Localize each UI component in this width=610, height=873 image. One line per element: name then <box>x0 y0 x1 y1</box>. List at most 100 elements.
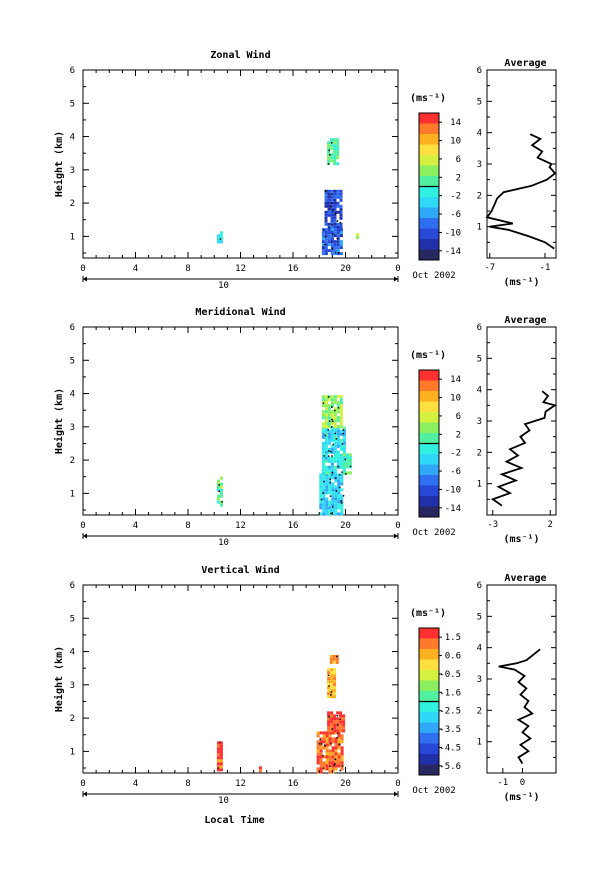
data-cell <box>339 447 343 451</box>
data-cell <box>325 761 329 765</box>
data-region <box>216 476 223 507</box>
data-cell <box>324 398 328 402</box>
data-cell <box>319 737 323 741</box>
colorbar-swatch <box>419 176 439 187</box>
data-cell <box>333 141 337 145</box>
data-cell <box>219 762 223 766</box>
data-cell <box>327 204 331 208</box>
contour-speck <box>331 248 334 250</box>
data-cell <box>331 761 335 765</box>
data-cell <box>327 231 331 235</box>
data-cell <box>319 494 323 498</box>
x-tick-label: 16 <box>288 264 299 274</box>
data-cell <box>321 456 325 460</box>
data-cell <box>216 744 220 748</box>
data-cell <box>328 491 332 495</box>
data-cell <box>321 410 325 414</box>
data-cell <box>321 471 325 475</box>
colorbar-label: -0.5 <box>439 670 461 680</box>
data-cell <box>336 450 340 454</box>
data-cell <box>336 222 340 226</box>
data-cell <box>340 512 344 516</box>
data-cell <box>333 410 337 414</box>
data-cell <box>325 749 329 753</box>
data-cell <box>328 731 332 735</box>
data-cell <box>339 726 343 730</box>
data-cell <box>336 404 340 408</box>
data-cell <box>319 767 323 771</box>
contour-speck <box>331 455 333 457</box>
data-cell <box>340 488 344 492</box>
data-cell <box>342 726 346 730</box>
data-cell <box>334 488 338 492</box>
data-cell <box>327 243 331 247</box>
contour-speck <box>342 429 345 431</box>
data-cell <box>324 198 328 202</box>
colorbar-swatch <box>419 506 439 518</box>
data-cell <box>330 213 334 217</box>
data-cell <box>324 213 328 217</box>
data-cell <box>334 473 338 477</box>
data-cell <box>329 657 333 661</box>
data-cell <box>330 147 334 151</box>
data-cell <box>324 447 328 451</box>
contour-speck <box>345 473 347 475</box>
data-cell <box>325 731 329 735</box>
data-cell <box>324 228 328 232</box>
data-cell <box>336 429 340 433</box>
contour-speck <box>324 434 327 437</box>
data-cell <box>322 731 326 735</box>
data-cell <box>336 150 340 154</box>
x-tick-label: 0 <box>395 779 400 789</box>
y-tick-label: 4 <box>70 390 75 400</box>
data-cell <box>331 497 335 501</box>
data-cell <box>339 441 343 445</box>
data-cell <box>328 488 332 492</box>
colorbar-label: 10 <box>450 394 461 404</box>
data-cell <box>342 459 346 463</box>
data-cell <box>342 462 346 466</box>
colorbar-label: 6 <box>456 412 461 422</box>
data-cell <box>336 726 340 730</box>
data-cell <box>342 450 346 454</box>
data-cell <box>333 729 337 733</box>
data-cell <box>325 512 329 516</box>
data-cell <box>216 234 220 238</box>
data-cell <box>339 225 343 229</box>
profile-y-tick-label: 2 <box>477 191 482 201</box>
contour-speck <box>218 490 220 492</box>
profile-y-tick-label: 2 <box>477 706 482 716</box>
y-axis-label: Height (km) <box>53 131 65 197</box>
data-cell <box>322 734 326 738</box>
colorbar-swatch <box>419 701 439 713</box>
data-cell <box>330 447 334 451</box>
data-cell <box>334 500 338 504</box>
data-cell <box>330 686 334 690</box>
data-cell <box>327 729 331 733</box>
colorbar-swatch <box>419 454 439 465</box>
data-cell <box>336 456 340 460</box>
data-cell <box>329 660 333 664</box>
data-cell <box>324 246 328 250</box>
x-tick-label: 12 <box>235 779 246 789</box>
data-cell <box>340 494 344 498</box>
y-tick-label: 4 <box>70 133 75 143</box>
data-cell <box>333 401 337 405</box>
data-cell <box>330 450 334 454</box>
data-cell <box>342 447 346 451</box>
data-cell <box>321 429 325 433</box>
data-cell <box>333 144 337 148</box>
data-cell <box>316 755 320 759</box>
data-region <box>321 426 346 475</box>
data-region <box>321 395 343 429</box>
data-cell <box>219 237 223 241</box>
colorbar-swatch <box>419 743 439 755</box>
data-cell <box>219 756 223 760</box>
panel-0: Height (km) <box>53 69 557 282</box>
data-cell <box>333 459 337 463</box>
data-cell <box>216 768 220 772</box>
data-cell <box>333 456 337 460</box>
contour-speck <box>329 765 331 767</box>
data-cell <box>336 444 340 448</box>
data-cell <box>336 231 340 235</box>
